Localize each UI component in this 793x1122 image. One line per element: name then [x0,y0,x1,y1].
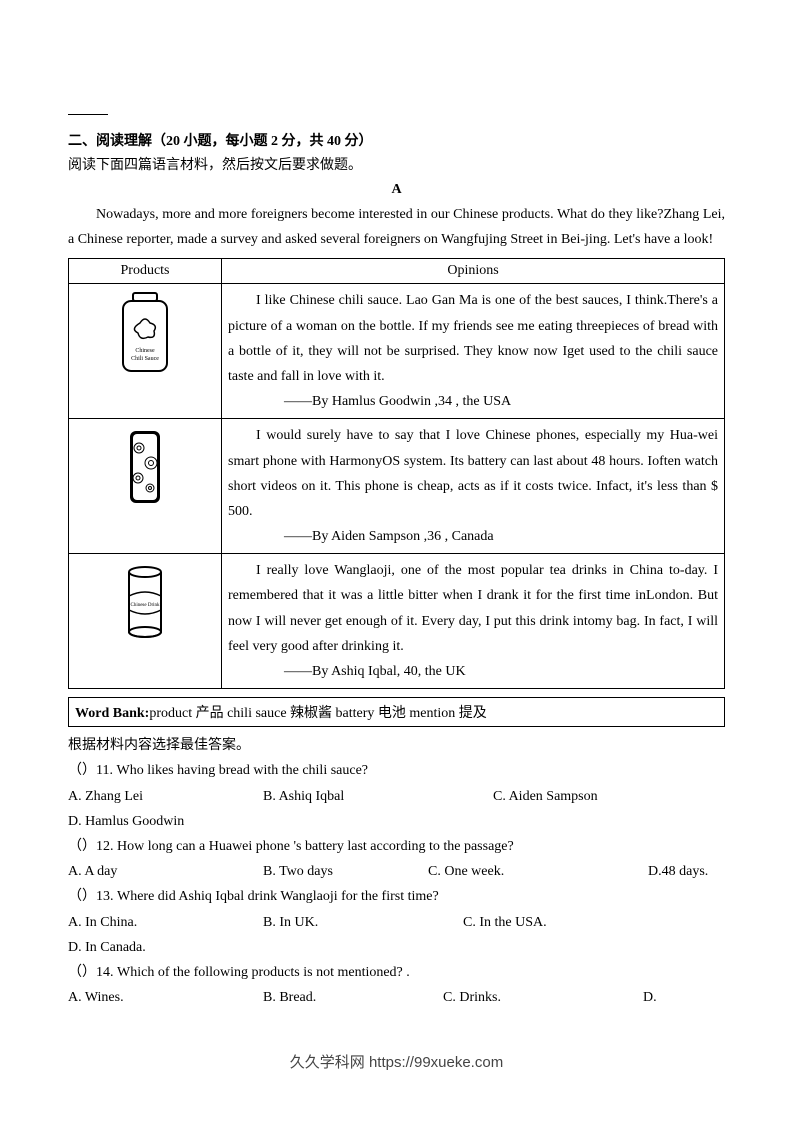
question-stem: （）11. Who likes having bread with the ch… [68,758,725,783]
col-products: Products [69,259,222,284]
col-opinions: Opinions [222,259,725,284]
question-options: A. Wines. B. Bread. C. Drinks. D. [68,985,725,1010]
option-a: A. A day [68,859,263,884]
svg-text:Chinese Drink: Chinese Drink [130,603,160,608]
opinion-text: I would surely have to say that I love C… [228,423,718,524]
option-b: B. Bread. [263,985,443,1010]
option-c: C. In the USA. [463,910,663,935]
section-intro: 阅读下面四篇语言材料，然后按文后要求做题。 [68,154,725,174]
question-options: A. A day B. Two days C. One week. D.48 d… [68,859,725,884]
footer-watermark: 久久学科网 https://99xueke.com [0,1051,793,1072]
option-c: C. One week. [428,859,648,884]
blank-underline [68,100,108,115]
product-cell-jar: Chinese Chili Sauce [69,284,222,419]
option-a: A. In China. [68,910,263,935]
passage-label: A [68,182,725,198]
passage-text: Nowadays, more and more foreigners becom… [68,202,725,252]
product-cell-can: Chinese Drink [69,554,222,689]
table-header-row: Products Opinions [69,259,725,284]
questions-block: 根据材料内容选择最佳答案。 （）11. Who likes having bre… [68,733,725,1010]
can-icon: Chinese Drink [105,558,185,648]
opinion-cell: I would surely have to say that I love C… [222,419,725,554]
option-a: A. Wines. [68,985,263,1010]
table-row: Chinese Chili Sauce I like Chinese chili… [69,284,725,419]
opinion-byline: ——By Hamlus Goodwin ,34 , the USA [228,389,718,414]
table-row: I would surely have to say that I love C… [69,419,725,554]
jar-icon: Chinese Chili Sauce [105,288,185,378]
page-content: 二、阅读理解（20 小题，每小题 2 分，共 40 分） 阅读下面四篇语言材料，… [0,0,793,1010]
opinion-cell: I like Chinese chili sauce. Lao Gan Ma i… [222,284,725,419]
option-c: C. Drinks. [443,985,643,1010]
opinion-byline: ——By Aiden Sampson ,36 , Canada [228,524,718,549]
svg-text:Chili Sauce: Chili Sauce [131,356,159,362]
question-stem: （）14. Which of the following products is… [68,960,725,985]
option-b: B. Two days [263,859,428,884]
option-b: B. Ashiq Iqbal [263,784,493,809]
opinion-cell: I really love Wanglaoji, one of the most… [222,554,725,689]
opinion-text: I like Chinese chili sauce. Lao Gan Ma i… [228,288,718,389]
option-d: D.48 days. [648,859,708,884]
opinion-table: Products Opinions Chinese Chili Sauce I … [68,258,725,689]
questions-intro: 根据材料内容选择最佳答案。 [68,733,725,758]
product-cell-phone [69,419,222,554]
option-d: D. In Canada. [68,935,146,960]
word-bank-text: product 产品 chili sauce 辣椒酱 battery 电池 me… [149,706,487,721]
question-stem: （）13. Where did Ashiq Iqbal drink Wangla… [68,884,725,909]
option-d: D. [643,985,657,1010]
question-stem: （）12. How long can a Huawei phone 's bat… [68,834,725,859]
option-d: D. Hamlus Goodwin [68,809,184,834]
svg-text:Chinese: Chinese [135,348,155,354]
opinion-text: I really love Wanglaoji, one of the most… [228,558,718,659]
question-options: A. Zhang Lei B. Ashiq Iqbal C. Aiden Sam… [68,784,725,834]
phone-icon [105,423,185,513]
opinion-byline: ——By Ashiq Iqbal, 40, the UK [228,659,718,684]
word-bank: Word Bank:product 产品 chili sauce 辣椒酱 bat… [68,697,725,727]
option-b: B. In UK. [263,910,463,935]
table-row: Chinese Drink I really love Wanglaoji, o… [69,554,725,689]
option-a: A. Zhang Lei [68,784,263,809]
option-c: C. Aiden Sampson [493,784,683,809]
question-options: A. In China. B. In UK. C. In the USA. D.… [68,910,725,960]
word-bank-label: Word Bank: [75,706,149,721]
section-title: 二、阅读理解（20 小题，每小题 2 分，共 40 分） [68,130,725,150]
